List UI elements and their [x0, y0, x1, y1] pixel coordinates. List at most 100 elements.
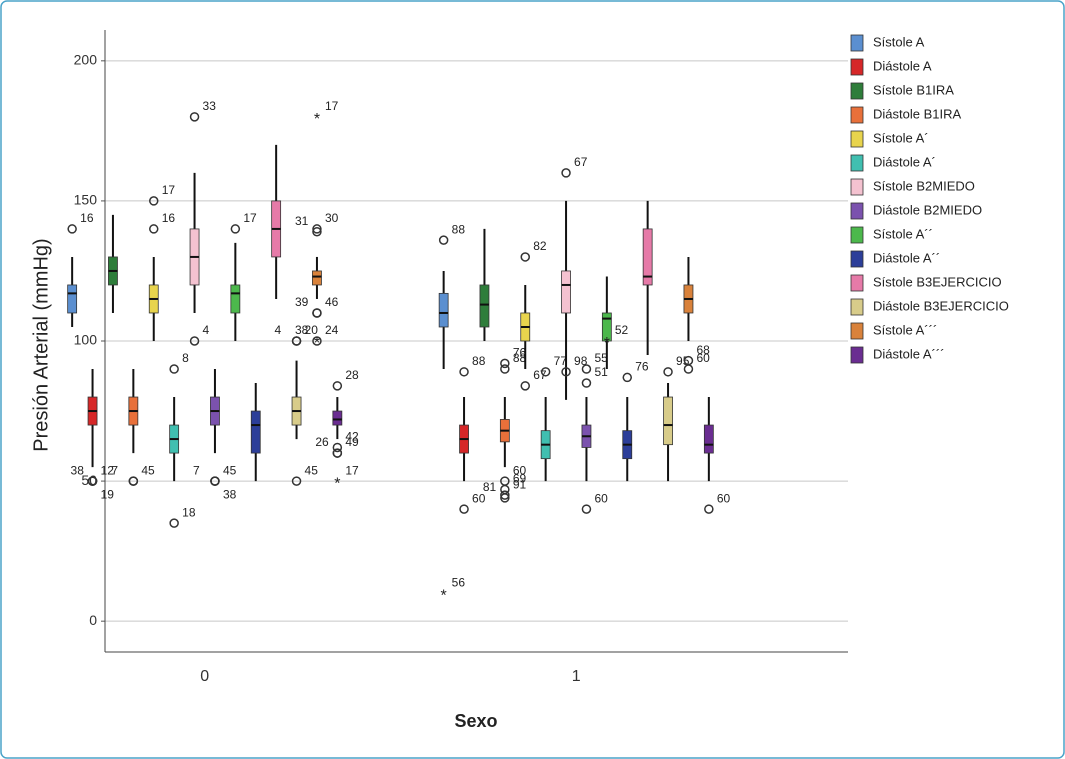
outlier [500, 493, 510, 503]
outlier-label: 4 [275, 323, 282, 337]
outlier-label: 88 [513, 351, 527, 365]
outlier-label: 69 [513, 472, 527, 486]
outlier-label: 52 [615, 323, 629, 337]
legend-label: Diástole B2MIEDO [873, 202, 982, 217]
legend-swatch [850, 34, 864, 52]
outlier-label: 81 [483, 480, 497, 494]
legend-label: Diástole B3EJERCICIO [873, 298, 1009, 313]
outlier [438, 235, 449, 245]
outlier [128, 476, 139, 486]
outlier [169, 364, 179, 374]
outlier [312, 224, 322, 234]
outlier-label: 91 [513, 477, 527, 491]
box [67, 284, 78, 314]
outlier [149, 196, 159, 206]
outlier-label: 26 [315, 435, 329, 449]
outlier [87, 476, 98, 486]
x-axis-label: Sexo [454, 711, 497, 731]
outlier [581, 364, 592, 374]
box [332, 410, 343, 426]
legend-swatch [850, 82, 864, 100]
legend-swatch [850, 226, 864, 244]
box [703, 424, 714, 454]
outlier [210, 476, 220, 486]
outlier-label: 45 [223, 463, 237, 477]
outlier [332, 381, 343, 391]
outlier [459, 367, 469, 377]
legend-swatch [850, 106, 864, 124]
outlier [67, 224, 77, 234]
outlier [500, 364, 510, 374]
outlier-label: 60 [696, 351, 710, 365]
y-tick-label: 200 [74, 52, 98, 68]
outlier [291, 476, 302, 486]
outlier-label: 39 [295, 295, 309, 309]
outlier-label: 42 [345, 430, 359, 444]
outlier-label: 24 [325, 323, 339, 337]
outlier [312, 308, 322, 318]
outlier-label: 20 [305, 323, 319, 337]
outlier [149, 224, 159, 234]
legend-label: Sístole A´´ [873, 226, 933, 241]
outlier-label: 46 [325, 295, 339, 309]
outlier [704, 504, 714, 514]
legend-swatch [850, 298, 864, 316]
outlier-label: 68 [696, 343, 710, 357]
box [250, 410, 261, 454]
outlier-label: 77 [554, 354, 568, 368]
x-tick-label: 1 [572, 668, 581, 685]
outlier-label: 55 [594, 351, 608, 365]
legend-swatch [850, 58, 864, 76]
legend-swatch [850, 346, 864, 364]
outlier-label: 31 [295, 214, 309, 228]
outlier [459, 504, 469, 514]
outlier [581, 504, 592, 514]
outlier-label: 98 [574, 354, 588, 368]
outlier-label: 7 [193, 463, 200, 477]
legend-label: Sístole A´´´ [873, 322, 937, 337]
outlier [332, 448, 343, 458]
outlier-label: 12 [101, 463, 115, 477]
outlier-label: 38 [71, 463, 85, 477]
outlier [663, 367, 673, 377]
outlier-label: 16 [80, 211, 94, 225]
outlier [561, 367, 571, 377]
legend-swatch [850, 202, 864, 220]
box [663, 396, 673, 446]
legend-swatch [850, 154, 864, 172]
outlier-label: 17 [243, 211, 257, 225]
y-tick-label: 150 [74, 192, 98, 208]
extreme-marker: * [604, 335, 610, 352]
outlier-label: 30 [325, 211, 339, 225]
outlier-label: 76 [513, 346, 527, 360]
box [438, 292, 449, 328]
extreme-marker: * [334, 475, 340, 492]
outlier [332, 442, 343, 453]
outlier [312, 226, 322, 237]
outlier-label: 45 [305, 463, 319, 477]
outlier [622, 372, 632, 383]
extreme-marker: * [314, 335, 320, 352]
outlier-label: 18 [182, 505, 196, 519]
box [561, 270, 571, 314]
outlier [189, 112, 200, 122]
outlier-label: 38 [223, 487, 237, 501]
outlier [291, 336, 302, 346]
outlier-label: 17 [345, 463, 359, 477]
outlier-label: 88 [452, 222, 466, 236]
outlier-label: 67 [574, 155, 588, 169]
y-tick-label: 0 [89, 612, 97, 628]
legend-swatch [850, 274, 864, 292]
legend-label: Diástole A´ [873, 154, 936, 169]
outlier [520, 381, 530, 391]
legend-swatch [850, 178, 864, 196]
outlier-label: 17 [325, 99, 339, 113]
box [230, 284, 241, 314]
legend-label: Diástole B1IRA [873, 106, 961, 121]
outlier-label: 16 [162, 211, 176, 225]
outlier [312, 336, 322, 346]
legend-label: Diástole A [873, 58, 932, 73]
legend-swatch [850, 130, 864, 148]
